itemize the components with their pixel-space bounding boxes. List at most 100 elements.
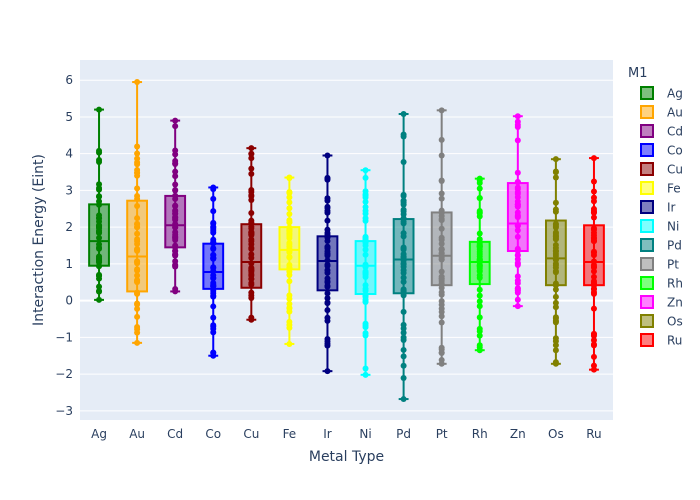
data-point — [96, 215, 103, 222]
data-point — [552, 269, 559, 276]
legend-item-Fe[interactable]: Fe — [640, 181, 681, 196]
legend-item-Os[interactable]: Os — [640, 314, 683, 329]
legend-label: Ni — [667, 220, 679, 234]
data-point — [476, 251, 483, 258]
data-point — [400, 334, 407, 341]
legend-item-Ir[interactable]: Ir — [640, 200, 676, 215]
data-point — [210, 350, 217, 357]
legend-swatch — [640, 314, 654, 328]
box-Os[interactable] — [544, 156, 567, 367]
data-point — [552, 174, 559, 181]
box-Ir[interactable] — [316, 152, 339, 375]
data-point — [324, 368, 331, 375]
data-point — [514, 227, 521, 234]
legend-swatch — [640, 333, 654, 347]
data-point — [134, 305, 141, 312]
data-point — [400, 233, 407, 240]
data-point — [552, 244, 559, 251]
box-Ni[interactable] — [354, 167, 377, 378]
data-point — [248, 145, 255, 152]
legend-item-Ni[interactable]: Ni — [640, 219, 679, 234]
data-point — [362, 167, 369, 174]
data-point — [134, 150, 141, 157]
data-point — [590, 214, 597, 221]
data-point — [514, 273, 521, 280]
data-point — [210, 303, 217, 310]
x-tick-label: Pt — [436, 427, 448, 441]
data-point — [438, 245, 445, 252]
data-point — [362, 251, 369, 258]
y-tick-label: 3 — [65, 183, 73, 197]
legend-item-Co[interactable]: Co — [640, 143, 683, 158]
data-point — [210, 239, 217, 246]
data-point — [210, 186, 217, 193]
data-point — [96, 288, 103, 295]
data-point — [438, 256, 445, 263]
data-point — [210, 282, 217, 289]
data-point — [286, 219, 293, 226]
y-tick-label: 2 — [65, 220, 73, 234]
data-point — [476, 262, 483, 269]
data-point — [324, 261, 331, 268]
legend-item-Pd[interactable]: Pd — [640, 238, 682, 253]
data-point — [552, 199, 559, 206]
data-point — [96, 283, 103, 290]
data-point — [96, 147, 103, 154]
legend-swatch — [640, 162, 654, 176]
data-point — [362, 322, 369, 329]
data-point — [514, 178, 521, 185]
data-point — [210, 252, 217, 259]
data-point — [362, 242, 369, 249]
legend-item-Zn[interactable]: Zn — [640, 295, 683, 310]
box-Ag[interactable] — [88, 106, 110, 303]
data-point — [362, 246, 369, 253]
data-point — [96, 234, 103, 241]
box-Zn[interactable] — [506, 113, 529, 310]
legend-item-Cd[interactable]: Cd — [640, 124, 683, 139]
legend-item-Ag[interactable]: Ag — [640, 86, 683, 101]
legend[interactable]: M1 Ag Au Cd Co Cu Fe Ir Ni Pd Pt Rh Zn Os Ru — [628, 66, 683, 348]
legend-item-Pt[interactable]: Pt — [640, 257, 679, 272]
legend-item-Au[interactable]: Au — [640, 105, 683, 120]
data-point — [286, 189, 293, 196]
box-Cu[interactable] — [240, 145, 263, 323]
data-point — [514, 246, 521, 253]
data-point — [286, 243, 293, 250]
legend-item-Ru[interactable]: Ru — [640, 333, 682, 348]
data-point — [134, 155, 141, 162]
data-point — [476, 332, 483, 339]
x-tick-label: Ir — [323, 427, 332, 441]
data-point — [134, 289, 141, 296]
data-point — [400, 329, 407, 336]
data-point — [172, 161, 179, 168]
data-point — [438, 280, 445, 287]
data-point — [514, 303, 521, 310]
data-point — [438, 217, 445, 224]
x-tick-label: Ru — [586, 427, 601, 441]
box-Ru[interactable] — [583, 155, 605, 373]
box-Pd[interactable] — [392, 111, 415, 403]
data-point — [476, 286, 483, 293]
legend-label: Au — [667, 106, 683, 120]
data-point — [324, 279, 331, 286]
data-point — [134, 203, 141, 210]
data-point — [324, 314, 331, 321]
box-Pt[interactable] — [430, 107, 453, 367]
legend-label: Pt — [667, 258, 679, 272]
data-point — [476, 230, 483, 237]
box-Co[interactable] — [202, 184, 225, 359]
data-point — [286, 211, 293, 218]
data-point — [324, 290, 331, 297]
data-point — [590, 337, 597, 344]
box-Cd[interactable] — [164, 117, 187, 295]
legend-item-Cu[interactable]: Cu — [640, 162, 683, 177]
box-Rh[interactable] — [468, 175, 491, 354]
box-Au[interactable] — [126, 79, 149, 346]
data-point — [362, 191, 369, 198]
data-point — [286, 199, 293, 206]
legend-item-Rh[interactable]: Rh — [640, 276, 683, 291]
data-point — [210, 268, 217, 275]
box-Fe[interactable] — [278, 174, 301, 347]
data-point — [96, 257, 103, 264]
data-point — [248, 229, 255, 236]
